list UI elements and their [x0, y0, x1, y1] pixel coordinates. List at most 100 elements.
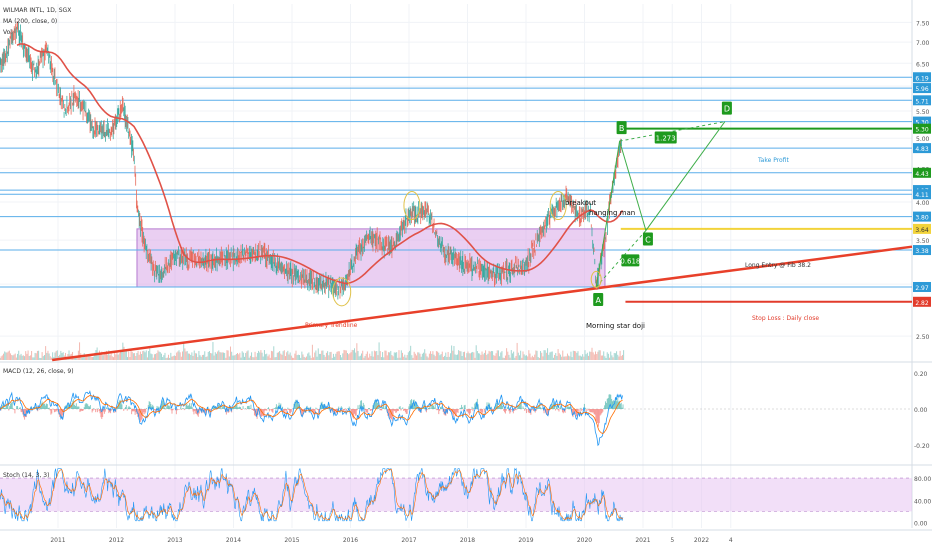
volume-bar — [554, 355, 555, 360]
macd-histogram-bar — [88, 406, 89, 409]
volume-bar — [451, 345, 452, 360]
volume-bar — [435, 356, 436, 360]
volume-bar — [293, 358, 294, 360]
macd-histogram-bar — [248, 406, 249, 409]
macd-histogram-bar — [428, 408, 429, 409]
macd-histogram-bar — [470, 409, 471, 413]
volume-bar — [390, 351, 391, 360]
volume-bar — [574, 351, 575, 360]
volume-bar — [384, 351, 385, 360]
macd-histogram-bar — [578, 409, 579, 412]
volume-bar — [487, 354, 488, 360]
macd-histogram-bar — [459, 408, 460, 409]
volume-bar — [100, 355, 101, 360]
macd-histogram-bar — [130, 408, 131, 409]
macd-histogram-bar — [111, 409, 112, 411]
macd-histogram-bar — [184, 409, 185, 410]
macd-histogram-bar — [12, 402, 13, 409]
time-axis-tick: 4 — [729, 537, 733, 544]
macd-histogram-bar — [555, 409, 556, 410]
macd-histogram-bar — [246, 409, 247, 410]
volume-bar — [575, 351, 576, 360]
volume-bar — [50, 356, 51, 360]
macd-histogram-bar — [134, 409, 135, 411]
time-axis-tick: 2012 — [109, 537, 124, 544]
volume-bar — [485, 350, 486, 360]
macd-histogram-bar — [107, 408, 108, 409]
macd-histogram-bar — [143, 409, 144, 412]
volume-bar — [237, 353, 238, 360]
volume-bar — [126, 350, 127, 360]
volume-bar — [402, 353, 403, 360]
volume-bar — [333, 354, 334, 360]
volume-bar — [238, 354, 239, 360]
stoch-band — [0, 478, 912, 511]
volume-bar — [476, 345, 477, 360]
macd-histogram-bar — [222, 407, 223, 409]
macd-histogram-bar — [79, 409, 80, 412]
macd-histogram-bar — [403, 409, 404, 411]
volume-bar — [420, 354, 421, 360]
macd-histogram-bar — [19, 408, 20, 409]
volume-bar — [21, 354, 22, 360]
volume-bar — [561, 357, 562, 360]
volume-bar — [253, 357, 254, 360]
macd-histogram-bar — [358, 405, 359, 409]
volume-bar — [221, 352, 222, 360]
volume-bar — [424, 349, 425, 360]
volume-bar — [18, 351, 19, 360]
macd-histogram-bar — [317, 409, 318, 410]
macd-histogram-bar — [521, 403, 522, 409]
volume-bar — [281, 355, 282, 360]
macd-histogram-bar — [408, 409, 409, 410]
volume-bar — [143, 351, 144, 360]
volume-bar — [235, 355, 236, 360]
volume-bar — [534, 355, 535, 360]
volume-bar — [414, 352, 415, 360]
volume-bar — [500, 352, 501, 360]
macd-histogram-bar — [468, 409, 469, 413]
macd-histogram-bar — [251, 409, 252, 410]
volume-bar — [244, 357, 245, 360]
fib-ratio-label: 1.273 — [656, 134, 676, 142]
volume-bar — [218, 350, 219, 360]
macd-histogram-bar — [499, 407, 500, 409]
volume-bar — [228, 350, 229, 360]
macd-histogram-bar — [286, 409, 287, 411]
volume-bar — [361, 353, 362, 360]
time-axis-tick: 2022 — [694, 537, 709, 544]
chart-annotation: Morning star doji — [586, 322, 645, 330]
volume-bar — [507, 352, 508, 360]
volume-bar — [273, 346, 274, 360]
macd-histogram-bar — [245, 408, 246, 409]
macd-histogram-bar — [429, 408, 430, 409]
volume-bar — [421, 357, 422, 360]
macd-histogram-bar — [45, 406, 46, 409]
volume-bar — [450, 353, 451, 360]
volume-bar — [284, 350, 285, 360]
volume-bar — [72, 352, 73, 360]
macd-histogram-bar — [46, 404, 47, 409]
macd-histogram-bar — [400, 406, 401, 409]
volume-bar — [174, 355, 175, 360]
macd-histogram-bar — [121, 404, 122, 409]
volume-bar — [558, 349, 559, 360]
price-axis-tick: 7.50 — [916, 20, 930, 27]
macd-histogram-bar — [405, 409, 406, 412]
volume-bar — [599, 350, 600, 360]
volume-bar — [372, 351, 373, 360]
macd-histogram-bar — [265, 409, 266, 410]
volume-bar — [577, 351, 578, 360]
volume-bar — [567, 354, 568, 360]
volume-bar — [545, 350, 546, 360]
macd-histogram-bar — [594, 409, 595, 414]
volume-bar — [505, 356, 506, 360]
volume-bar — [243, 353, 244, 360]
volume-bar — [556, 356, 557, 360]
volume-bar — [286, 352, 287, 360]
volume-bar — [35, 353, 36, 360]
volume-bar — [195, 353, 196, 360]
volume-bar — [200, 355, 201, 360]
